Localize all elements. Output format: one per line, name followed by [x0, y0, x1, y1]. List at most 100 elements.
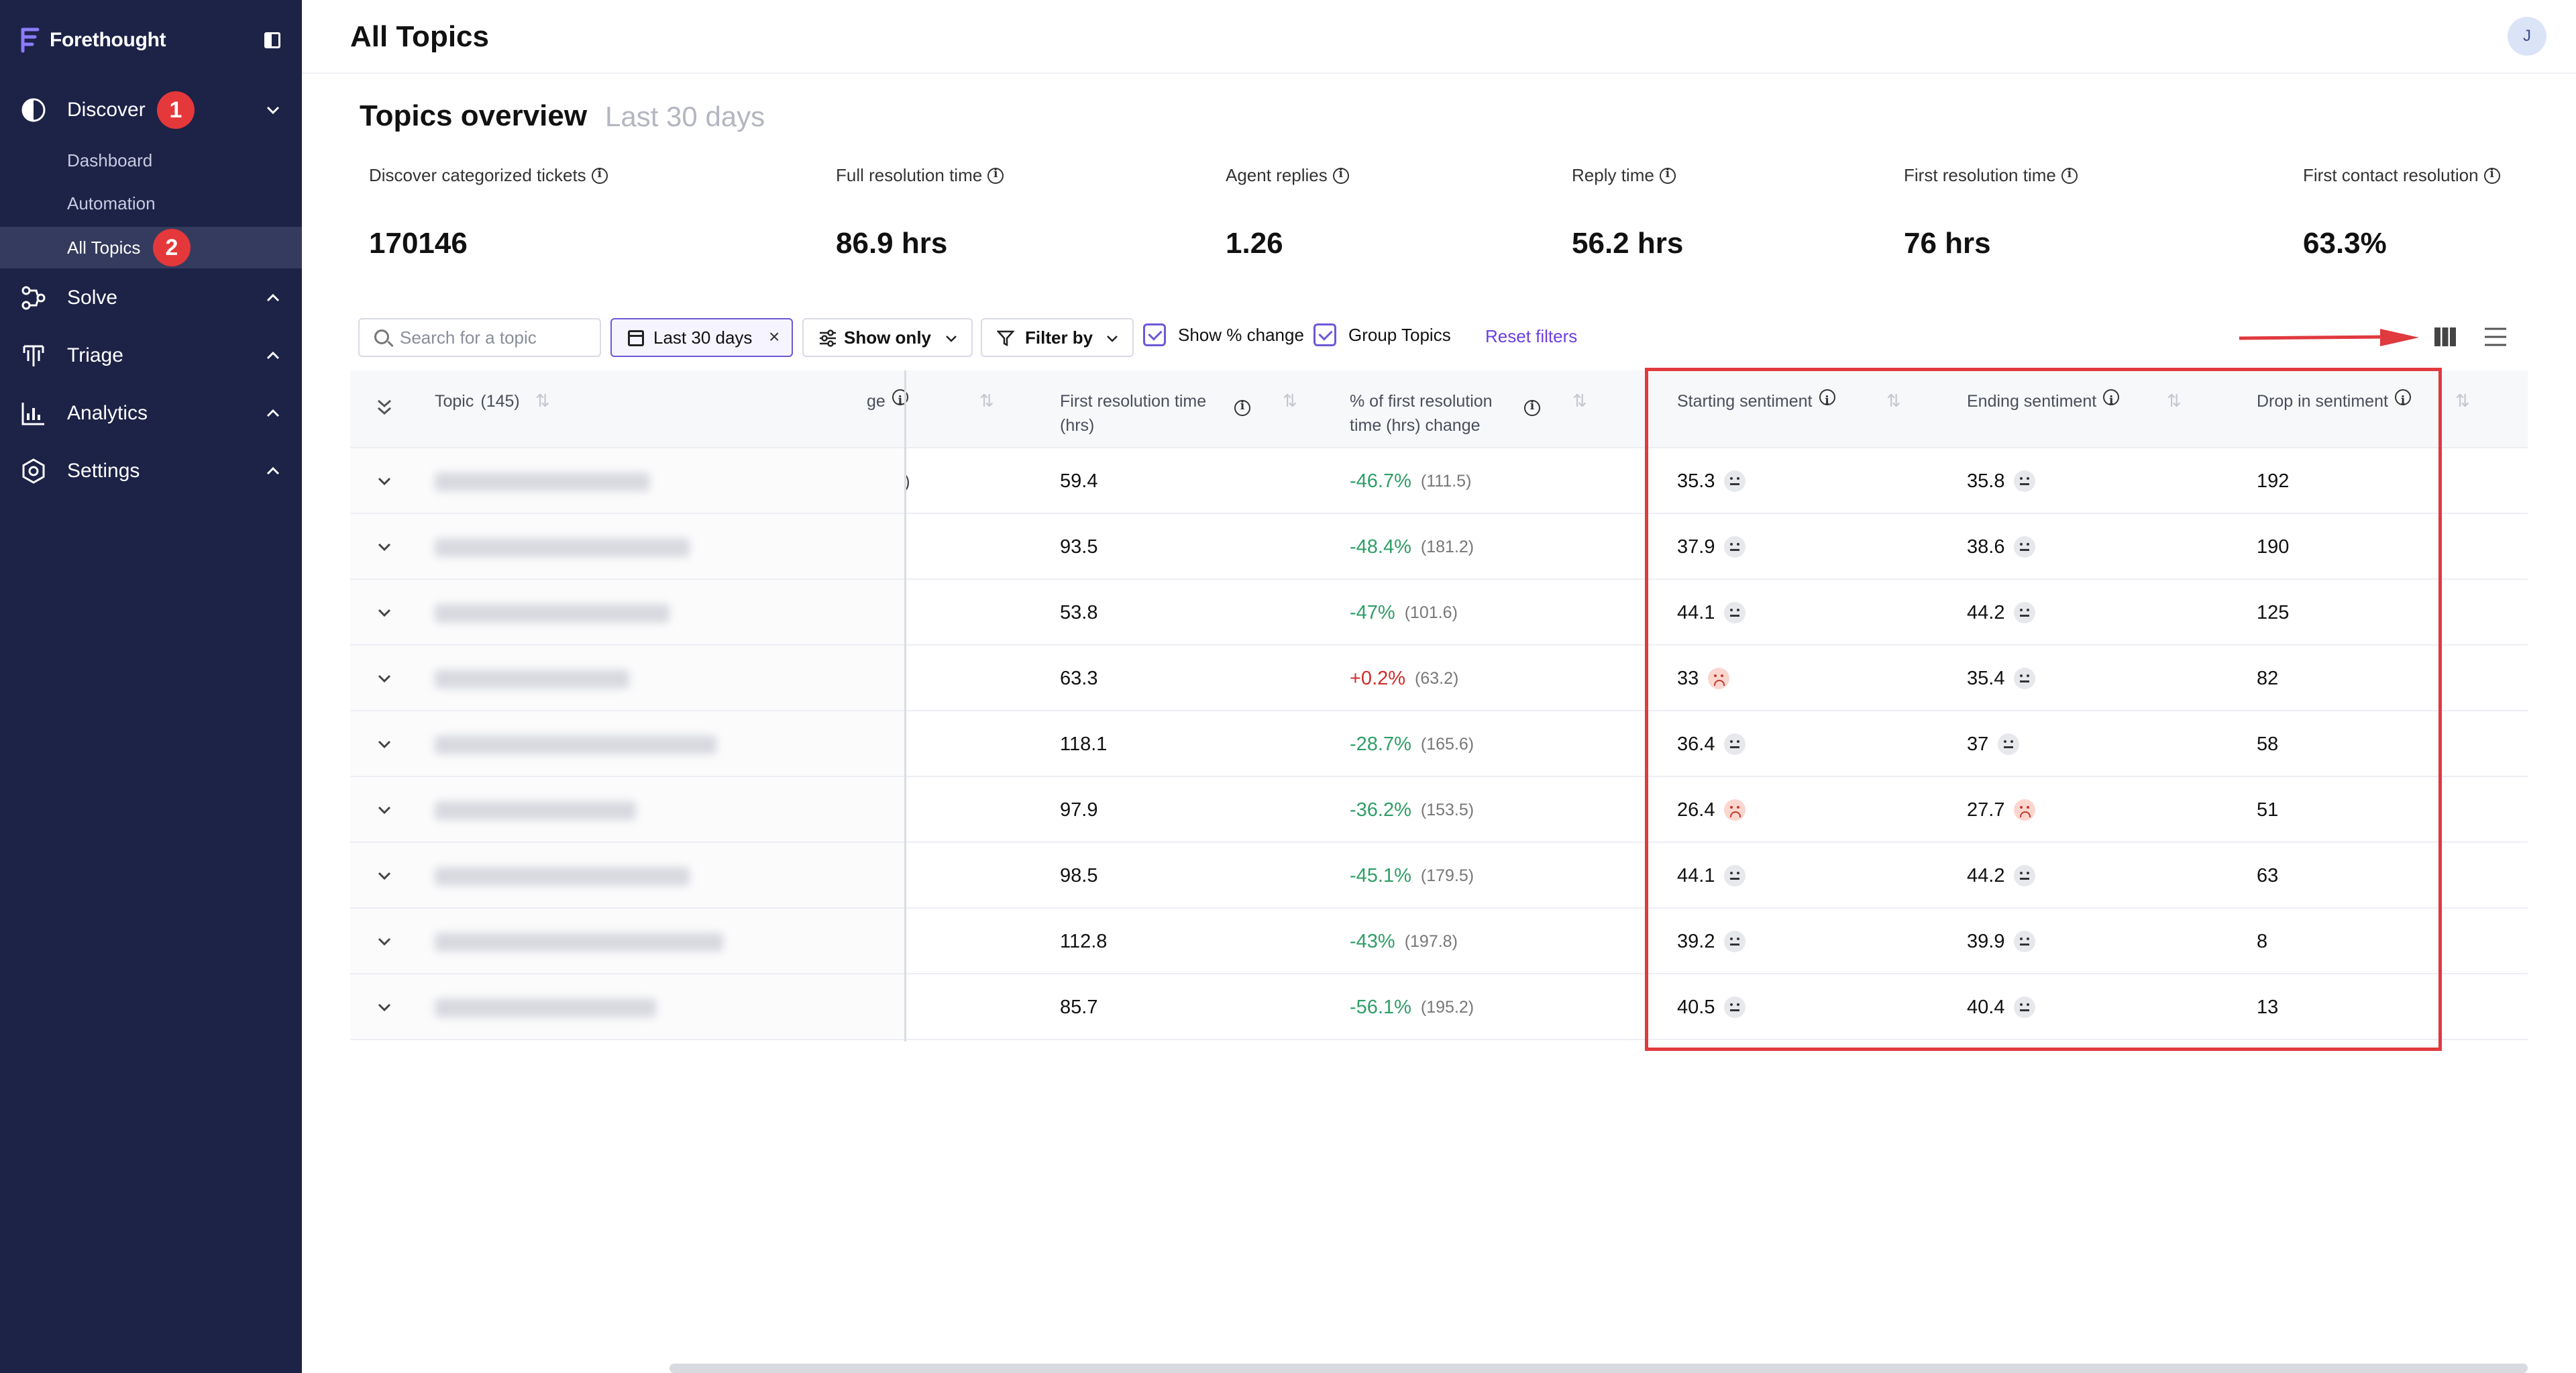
table-row[interactable]: ) 59.4 -46.7% (111.5) 35.3 35.8 192: [350, 448, 2528, 514]
header-drop-in-sentiment[interactable]: Drop in sentiment: [2257, 389, 2411, 413]
ending-sentiment-cell: 27.7: [1967, 777, 2036, 843]
chevron-down-icon[interactable]: [376, 735, 393, 753]
ending-sentiment-cell: 35.4: [1967, 646, 2036, 711]
table-row[interactable]: 97.9 -36.2% (153.5) 26.4 27.7 51: [350, 777, 2528, 843]
sidebar-subitem-automation[interactable]: Automation: [0, 183, 302, 224]
topic-name-redacted[interactable]: [435, 801, 636, 820]
sidebar-item-analytics[interactable]: Analytics: [0, 393, 302, 434]
group-topics-checkbox[interactable]: Group Topics: [1313, 323, 1451, 346]
sidebar-item-settings[interactable]: Settings: [0, 451, 302, 491]
pct-change-value: -46.7%: [1350, 470, 1411, 492]
sidebar-subitem-dashboard[interactable]: Dashboard: [0, 140, 302, 181]
neutral-face-icon: [1724, 733, 1746, 755]
chevron-down-icon[interactable]: [376, 999, 393, 1016]
brand[interactable]: Forethought: [20, 26, 166, 55]
chevron-down-icon[interactable]: [376, 538, 393, 556]
sort-icon[interactable]: ⇅: [979, 391, 994, 411]
info-icon[interactable]: [1819, 389, 1835, 413]
header-starting-sentiment[interactable]: Starting sentiment: [1677, 389, 1835, 413]
chevron-down-icon[interactable]: [376, 670, 393, 687]
step-badge-1: 1: [157, 91, 195, 129]
checkbox-label: Group Topics: [1348, 324, 1451, 345]
starting-sentiment-value: 35.3: [1677, 470, 1715, 492]
table-row[interactable]: 93.5 -48.4% (181.2) 37.9 38.6 190: [350, 514, 2528, 580]
info-icon[interactable]: [892, 389, 908, 413]
info-icon[interactable]: [1234, 399, 1250, 416]
table-row[interactable]: 53.8 -47% (101.6) 44.1 44.2 125: [350, 580, 2528, 646]
list-view-icon[interactable]: [2482, 325, 2509, 349]
chevron-down-icon[interactable]: [376, 472, 393, 490]
filter-by-dropdown[interactable]: Filter by: [981, 318, 1134, 357]
ending-sentiment-cell: 40.4: [1967, 974, 2036, 1040]
collapse-all-icon[interactable]: [376, 397, 393, 417]
topic-name-redacted[interactable]: [435, 604, 669, 623]
topic-name-redacted[interactable]: [435, 538, 690, 557]
chevron-down-icon[interactable]: [376, 801, 393, 819]
chevron-down-icon[interactable]: [376, 604, 393, 621]
info-icon[interactable]: [2103, 389, 2120, 413]
table-row[interactable]: 63.3 +0.2% (63.2) 33 35.4 82: [350, 646, 2528, 711]
chevron-down-icon[interactable]: [264, 101, 282, 119]
chevron-up-icon[interactable]: [264, 405, 282, 422]
avatar[interactable]: J: [2508, 17, 2546, 56]
starting-sentiment-cell: 36.4: [1677, 711, 1746, 777]
metric-categorized-tickets: Discover categorized tickets 170146: [369, 165, 608, 260]
chevron-up-icon[interactable]: [264, 347, 282, 364]
topic-name-redacted[interactable]: [435, 670, 629, 689]
table-row[interactable]: 112.8 -43% (197.8) 39.2 39.9 8: [350, 909, 2528, 974]
chevron-down-icon[interactable]: [376, 867, 393, 884]
sidebar-subitem-all-topics[interactable]: All Topics 2: [0, 227, 302, 268]
pct-change-cell: -48.4% (181.2): [1350, 514, 1474, 580]
header-topic[interactable]: Topic (145): [435, 389, 520, 413]
table-row[interactable]: 98.5 -45.1% (179.5) 44.1 44.2 63: [350, 843, 2528, 909]
table-row[interactable]: 85.7 -56.1% (195.2) 40.5 40.4 13: [350, 974, 2528, 1040]
table-row[interactable]: 118.1 -28.7% (165.6) 36.4 37 58: [350, 711, 2528, 777]
info-icon[interactable]: [2483, 167, 2500, 184]
header-first-resolution-time[interactable]: First resolution time (hrs): [1060, 389, 1248, 438]
close-icon[interactable]: ×: [769, 326, 780, 347]
collapse-sidebar-icon[interactable]: [264, 32, 280, 48]
search-placeholder: Search for a topic: [400, 327, 537, 348]
sidebar-item-triage[interactable]: Triage: [0, 336, 302, 376]
sort-icon[interactable]: ⇅: [1886, 391, 1901, 411]
header-ending-sentiment[interactable]: Ending sentiment: [1967, 389, 2120, 413]
topic-name-redacted[interactable]: [435, 999, 656, 1017]
show-pct-change-checkbox[interactable]: Show % change: [1143, 323, 1304, 346]
info-icon[interactable]: [1524, 399, 1540, 416]
sort-icon[interactable]: ⇅: [1283, 391, 1297, 411]
sidebar-item-solve[interactable]: Solve: [0, 278, 302, 318]
date-range-chip[interactable]: Last 30 days ×: [610, 318, 793, 357]
chevron-up-icon[interactable]: [264, 289, 282, 307]
brand-name: Forethought: [50, 29, 166, 51]
reset-filters-link[interactable]: Reset filters: [1485, 326, 1578, 346]
horizontal-scrollbar[interactable]: [669, 1364, 2528, 1373]
sort-icon[interactable]: ⇅: [1572, 391, 1587, 411]
drop-in-sentiment-cell: 8: [2257, 930, 2268, 952]
info-icon[interactable]: [987, 167, 1004, 184]
info-icon[interactable]: [591, 167, 608, 184]
sort-icon[interactable]: ⇅: [2167, 391, 2182, 411]
header-pct-change[interactable]: % of first resolution time (hrs) change: [1350, 389, 1544, 438]
topic-name-redacted[interactable]: [435, 933, 723, 952]
info-icon[interactable]: [2061, 167, 2078, 184]
topic-name-redacted[interactable]: [435, 472, 649, 491]
chevron-down-icon[interactable]: [376, 933, 393, 950]
topic-name-redacted[interactable]: [435, 735, 716, 754]
info-icon[interactable]: [1659, 167, 1676, 184]
info-icon[interactable]: [1332, 167, 1349, 184]
columns-view-icon[interactable]: [2434, 327, 2457, 347]
first-resolution-time-cell: 85.7: [1060, 996, 1098, 1018]
search-input[interactable]: Search for a topic: [358, 318, 601, 357]
chevron-up-icon[interactable]: [264, 462, 282, 480]
pct-change-value: -45.1%: [1350, 864, 1411, 886]
pct-change-cell: -47% (101.6): [1350, 580, 1458, 646]
info-icon[interactable]: [2394, 389, 2411, 413]
sort-icon[interactable]: ⇅: [535, 391, 550, 411]
header-label: time (hrs) change: [1350, 416, 1481, 435]
sidebar-item-label: Solve: [67, 287, 118, 309]
show-only-dropdown[interactable]: Show only: [802, 318, 973, 357]
overview-period: Last 30 days: [605, 101, 765, 132]
topic-name-redacted[interactable]: [435, 867, 690, 886]
sidebar-item-discover[interactable]: Discover 1: [0, 90, 302, 130]
sort-icon[interactable]: ⇅: [2455, 391, 2470, 411]
